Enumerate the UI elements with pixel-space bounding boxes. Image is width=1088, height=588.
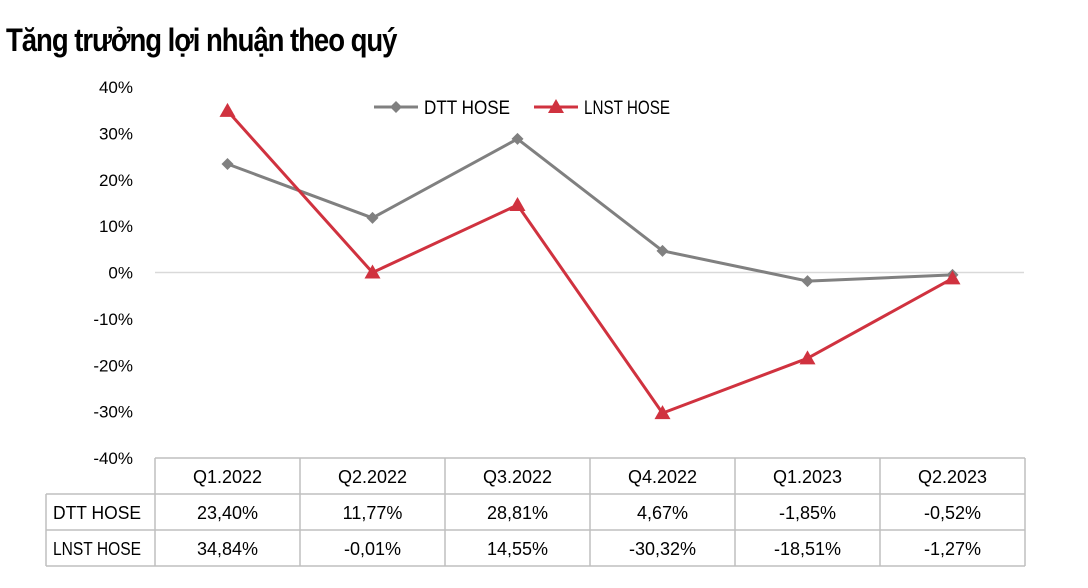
- series-lnst-hose: [219, 102, 961, 420]
- data-point-lnst-hose: [509, 197, 526, 212]
- data-table: Q1.2022 Q2.2022 Q3.2022 Q4.2022 Q1.2023 Q2.20…: [45, 457, 1026, 567]
- table-cell: 34,84%: [197, 539, 258, 559]
- table-cell: 11,77%: [343, 503, 403, 523]
- page-title: Tăng trưởng lợi nhuận theo quý: [6, 22, 397, 58]
- y-tick-label: 40%: [99, 78, 133, 97]
- series-line-dtt-hose: [226, 137, 953, 283]
- table-row-label: DTT HOSE: [53, 503, 141, 523]
- table-cell: 23,40%: [197, 503, 258, 523]
- data-point-lnst-hose: [654, 405, 671, 420]
- table-cell: -18,51%: [774, 539, 841, 559]
- data-point-dtt-hose: [656, 244, 669, 257]
- data-point-lnst-hose: [944, 270, 961, 285]
- y-tick-label: -40%: [93, 449, 133, 468]
- table-row-label: LNST HOSE: [53, 539, 141, 559]
- y-tick-label: -20%: [93, 356, 133, 375]
- y-axis: 40% 30% 20% 10% 0% -10% -20% -30% -40%: [93, 78, 133, 468]
- table-cell: 14,55%: [487, 539, 548, 559]
- y-tick-label: 20%: [99, 171, 133, 190]
- series-dtt-hose: [221, 132, 959, 288]
- y-tick-label: -10%: [93, 310, 133, 329]
- legend-item-dtt-hose: DTT HOSE: [374, 98, 510, 119]
- legend-marker: [548, 99, 564, 113]
- legend: DTT HOSE LNST HOSE: [374, 98, 670, 119]
- data-point-dtt-hose: [801, 275, 814, 288]
- data-point-dtt-hose: [221, 157, 234, 170]
- x-tick-label: Q1.2023: [773, 467, 842, 487]
- series-layer: [219, 102, 961, 420]
- legend-label: LNST HOSE: [584, 98, 670, 119]
- table-cell: -1,85%: [779, 503, 836, 523]
- data-point-lnst-hose: [799, 350, 816, 365]
- y-tick-label: 0%: [108, 264, 133, 283]
- y-tick-label: -30%: [93, 403, 133, 422]
- table-cell: 4,67%: [637, 503, 688, 523]
- series-line-lnst-hose: [226, 109, 954, 415]
- table-cell: 28,81%: [487, 503, 548, 523]
- x-tick-label: Q2.2022: [338, 467, 407, 487]
- x-tick-label: Q3.2022: [483, 467, 552, 487]
- legend-item-lnst-hose: LNST HOSE: [534, 98, 670, 119]
- data-point-dtt-hose: [366, 211, 379, 224]
- table-cell: -0,52%: [924, 503, 981, 523]
- y-tick-label: 30%: [99, 124, 133, 143]
- table-cell: -0,01%: [344, 539, 401, 559]
- data-point-lnst-hose: [219, 102, 236, 117]
- y-tick-label: 10%: [99, 217, 133, 236]
- legend-marker: [390, 101, 402, 113]
- table-cell: -30,32%: [629, 539, 696, 559]
- x-tick-label: Q2.2023: [918, 467, 987, 487]
- x-tick-label: Q1.2022: [193, 467, 262, 487]
- data-point-lnst-hose: [364, 264, 381, 279]
- legend-label: DTT HOSE: [424, 98, 510, 119]
- table-cell: -1,27%: [924, 539, 981, 559]
- data-point-dtt-hose: [511, 132, 524, 145]
- x-tick-label: Q4.2022: [628, 467, 697, 487]
